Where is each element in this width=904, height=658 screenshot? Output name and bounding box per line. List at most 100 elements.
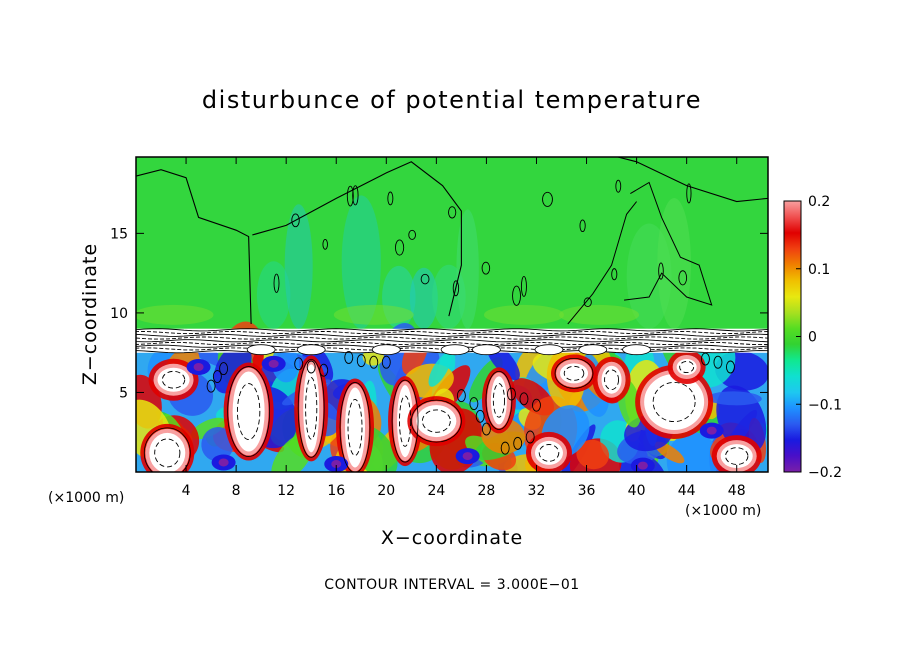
upper-plume bbox=[456, 209, 479, 329]
field-cell bbox=[201, 427, 234, 462]
contour-loop bbox=[352, 185, 359, 206]
contour-loop bbox=[492, 383, 505, 418]
contour-loop bbox=[297, 358, 325, 458]
upper-patch bbox=[136, 304, 214, 325]
upper-field bbox=[136, 157, 768, 329]
contour-loop bbox=[322, 239, 328, 250]
contour-loop bbox=[227, 366, 271, 457]
contour-interval-note: CONTOUR INTERVAL = 3.000E−01 bbox=[324, 577, 580, 593]
x-axis-label: X−coordinate bbox=[380, 527, 524, 549]
field-cell bbox=[666, 432, 719, 472]
band-contour bbox=[136, 333, 768, 337]
colorbar-tick-label: 0.1 bbox=[808, 262, 830, 278]
contour-loop bbox=[652, 381, 696, 423]
contour-loop bbox=[452, 280, 460, 297]
field-cell bbox=[428, 352, 452, 387]
contour-loop bbox=[394, 239, 405, 256]
contour-loop bbox=[161, 370, 186, 389]
contour-loop bbox=[520, 276, 527, 297]
contour-band bbox=[136, 328, 768, 356]
contour-loop bbox=[500, 441, 510, 455]
y-axis-label: Z−coordinate bbox=[79, 242, 101, 386]
contour-loop bbox=[525, 430, 535, 444]
negative-core-center bbox=[331, 460, 342, 469]
band-crest bbox=[440, 344, 470, 356]
upper-plume bbox=[409, 267, 438, 329]
x-unit-label-left: (×1000 m) bbox=[48, 490, 125, 506]
upper-patch bbox=[559, 304, 640, 325]
contour-loop bbox=[305, 377, 318, 440]
colorbar-tick-label: −0.1 bbox=[808, 397, 842, 413]
contour-loop bbox=[563, 365, 585, 381]
contour-loop bbox=[469, 397, 479, 411]
negative-core-center bbox=[218, 458, 229, 467]
contour-loop bbox=[212, 370, 222, 383]
contour-loop bbox=[519, 392, 529, 406]
x-tick-label: 4 bbox=[182, 483, 191, 499]
negative-core-center bbox=[462, 452, 473, 461]
contour-loop bbox=[421, 409, 451, 433]
positive-core bbox=[644, 374, 705, 430]
y-axis-ticks: 5 10 15 bbox=[110, 226, 768, 401]
field-cell bbox=[707, 391, 762, 406]
contour-loop bbox=[512, 285, 521, 306]
contour-loop bbox=[713, 355, 723, 369]
contour-loop bbox=[306, 360, 316, 374]
contour-loop bbox=[319, 363, 329, 377]
contour-loop bbox=[678, 270, 688, 286]
contour-loop bbox=[294, 357, 304, 371]
x-tick-label: 48 bbox=[728, 483, 746, 499]
contour-loop bbox=[399, 395, 412, 447]
contour-loop bbox=[538, 444, 560, 462]
contour-line bbox=[617, 157, 768, 203]
contour-loop bbox=[206, 379, 216, 393]
x-tick-label: 28 bbox=[478, 483, 496, 499]
contour-loop bbox=[408, 229, 416, 240]
band-crest bbox=[246, 344, 276, 356]
y-tick-label: 15 bbox=[110, 226, 128, 242]
contour-loop bbox=[356, 354, 366, 368]
contour-loop bbox=[236, 383, 261, 440]
x-tick-label: 16 bbox=[327, 483, 345, 499]
x-unit-label-right: (×1000 m) bbox=[685, 503, 762, 519]
upper-plume bbox=[284, 204, 313, 329]
contour-loop bbox=[475, 409, 485, 423]
contour-loop bbox=[604, 369, 620, 390]
contour-loop bbox=[344, 351, 354, 364]
chart-title: disturbunce of potential temperature bbox=[201, 86, 703, 114]
upper-patch bbox=[333, 304, 414, 325]
negative-core-center bbox=[193, 363, 204, 371]
upper-plume bbox=[256, 261, 291, 329]
x-tick-label: 8 bbox=[232, 483, 241, 499]
colorbar: 0.2 0.1 0 −0.1 −0.2 bbox=[783, 194, 842, 481]
contour-line bbox=[252, 161, 462, 317]
contour-loop bbox=[615, 179, 622, 193]
x-tick-label: 36 bbox=[578, 483, 596, 499]
contour-loop bbox=[554, 357, 594, 389]
contour-loop bbox=[686, 183, 692, 204]
colorbar-tick-label: −0.2 bbox=[808, 465, 842, 481]
field-cell bbox=[576, 439, 610, 470]
contour-loop bbox=[542, 191, 553, 207]
x-tick-label: 20 bbox=[377, 483, 395, 499]
contour-loop bbox=[725, 447, 749, 465]
contour-loop bbox=[347, 399, 363, 456]
contour-loop bbox=[420, 273, 430, 285]
positive-core bbox=[157, 367, 190, 392]
contour-loop bbox=[481, 261, 491, 275]
band-contour bbox=[136, 331, 768, 335]
contour-loop bbox=[481, 422, 491, 436]
colorbar-tick-label: 0.2 bbox=[808, 194, 830, 210]
band-contour bbox=[136, 328, 768, 332]
contour-loop bbox=[154, 438, 181, 468]
contour-loop bbox=[143, 427, 191, 472]
contour-loop bbox=[583, 297, 592, 308]
contour-loop bbox=[513, 436, 523, 450]
contour-loop bbox=[339, 382, 371, 472]
negative-core-center bbox=[706, 426, 717, 435]
band-crest bbox=[472, 344, 501, 356]
upper-plume bbox=[341, 195, 381, 329]
contour-loop bbox=[346, 185, 354, 207]
